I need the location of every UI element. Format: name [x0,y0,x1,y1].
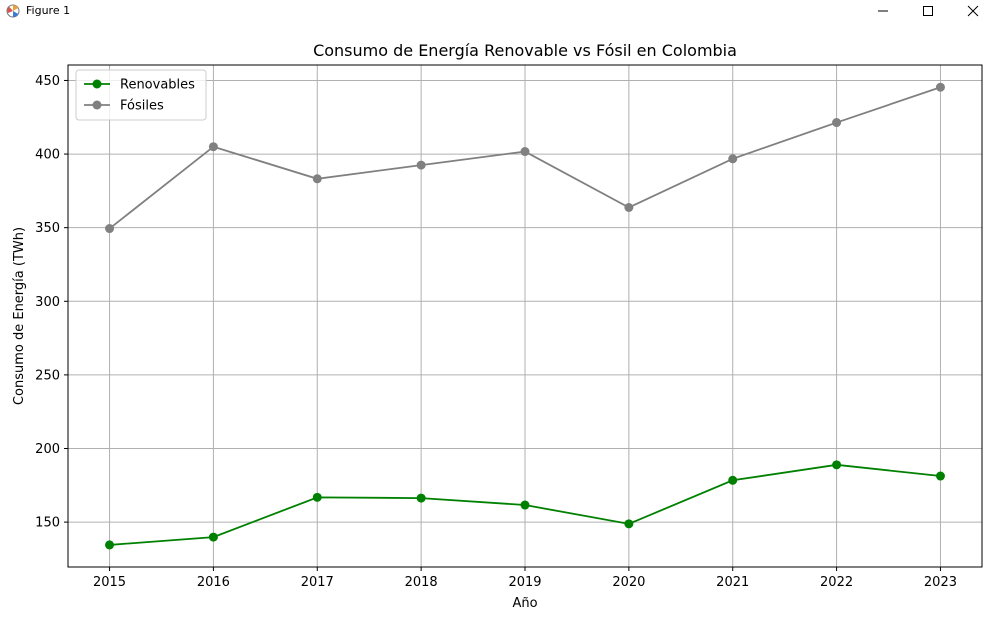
x-tick-label: 2021 [716,575,749,590]
series-renovables [105,460,945,550]
axes: 2015 2016 2017 2018 2019 2020 2021 2022 2023 150 2… [35,74,957,590]
data-point [312,174,322,184]
data-point [832,118,842,128]
data-point [728,475,738,485]
x-tick-label: 2016 [197,575,230,590]
data-point [624,203,634,213]
window-titlebar: Figure 1 [0,0,995,22]
data-point [832,460,842,470]
minimize-button[interactable] [860,0,906,22]
legend-item-renovables: Renovables [84,78,195,93]
series-group [105,82,945,550]
x-tick-label: 2019 [508,575,541,590]
data-point [624,519,634,529]
x-tick-label: 2017 [301,575,334,590]
maximize-button[interactable] [905,0,951,22]
data-point [520,147,530,157]
x-tick-label: 2022 [820,575,853,590]
maximize-icon [923,6,933,16]
y-tick-label: 250 [35,368,60,383]
data-point [312,492,322,502]
data-point [935,471,945,481]
data-point [105,540,115,550]
y-tick-label: 350 [35,221,60,236]
legend-marker [92,79,102,89]
legend-marker [92,100,102,110]
data-point [416,160,426,170]
x-tick-label: 2018 [405,575,438,590]
legend-box [75,69,207,121]
y-axis-label: Consumo de Energía (TWh) [12,227,27,405]
data-point [935,82,945,92]
line-chart: 2015 2016 2017 2018 2019 2020 2021 2022 2023 150 2… [12,41,983,611]
y-tick-label: 400 [35,148,60,163]
y-tick-label: 150 [35,516,60,531]
x-tick-label: 2015 [93,575,126,590]
grid [68,65,982,567]
data-point [208,142,218,152]
minimize-icon [878,10,888,12]
y-tick-label: 450 [35,74,60,89]
legend-label: Fósiles [120,99,164,114]
legend-item-fósiles: Fósiles [84,99,164,114]
x-tick-label: 2023 [924,575,957,590]
close-button[interactable] [950,0,995,22]
y-tick-label: 200 [35,442,60,457]
legend-label: Renovables [120,78,195,93]
legend: Renovables Fósiles [75,69,207,121]
close-icon [967,5,979,17]
series-fósiles [105,82,945,234]
data-point [208,532,218,542]
data-point [105,224,115,234]
chart-title: Consumo de Energía Renovable vs Fósil en… [313,41,737,60]
data-point [520,500,530,510]
window-title: Figure 1 [26,4,71,17]
x-tick-label: 2020 [612,575,645,590]
x-axis-label: Año [512,596,537,611]
data-point [728,154,738,164]
y-tick-label: 300 [35,295,60,310]
matplotlib-app-icon [6,4,20,18]
data-point [416,493,426,503]
